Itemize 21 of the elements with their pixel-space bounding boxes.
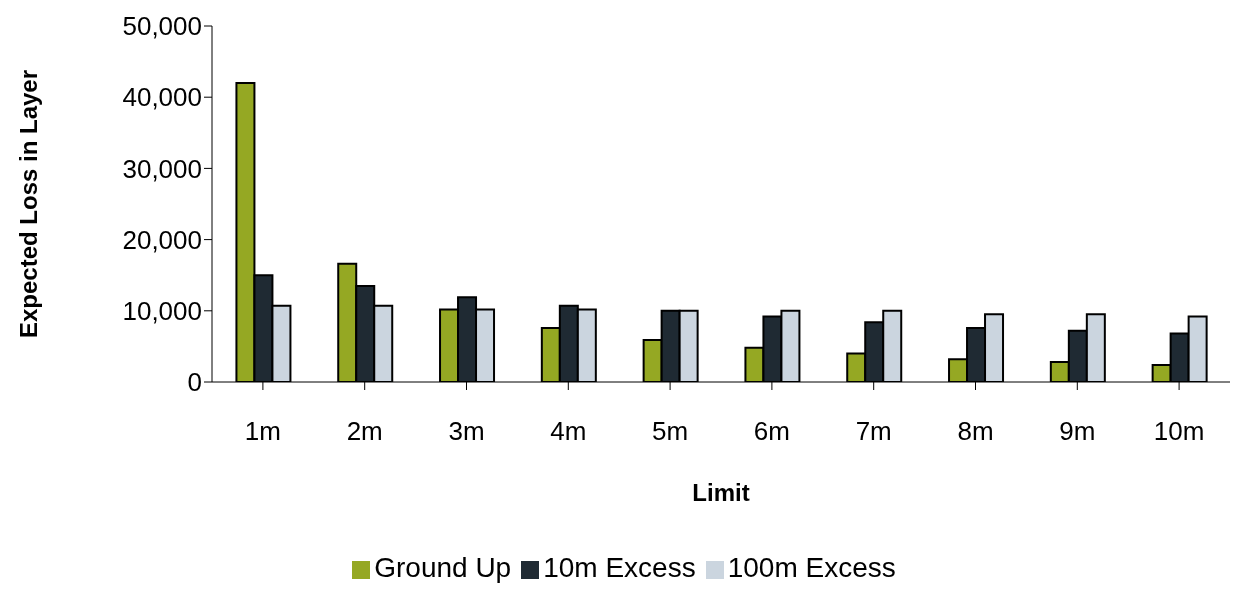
y-tick-label: 0 (187, 367, 202, 398)
y-tick-label: 20,000 (122, 224, 202, 255)
x-tick-label: 7m (855, 416, 892, 447)
legend-label: 10m Excess (543, 552, 696, 583)
x-axis-title: Limit (692, 479, 750, 507)
x-tick-label: 2m (346, 416, 383, 447)
x-tick-label: 9m (1059, 416, 1096, 447)
legend-label: Ground Up (374, 552, 512, 583)
y-tick-label: 40,000 (122, 82, 202, 113)
x-tick-label: 1m (244, 416, 281, 447)
x-tick-label: 3m (448, 416, 485, 447)
x-tick-label: 8m (957, 416, 994, 447)
x-tick-label: 10m (1153, 416, 1205, 447)
x-tick-label: 5m (652, 416, 689, 447)
y-axis-title: Expected Loss in Layer (14, 69, 42, 339)
y-tick-label: 30,000 (122, 153, 202, 184)
x-tick-label: 4m (550, 416, 587, 447)
x-tick-label: 6m (753, 416, 790, 447)
y-tick-label: 50,000 (122, 11, 202, 42)
legend-label: 100m Excess (727, 552, 896, 583)
y-tick-label: 10,000 (122, 296, 202, 327)
